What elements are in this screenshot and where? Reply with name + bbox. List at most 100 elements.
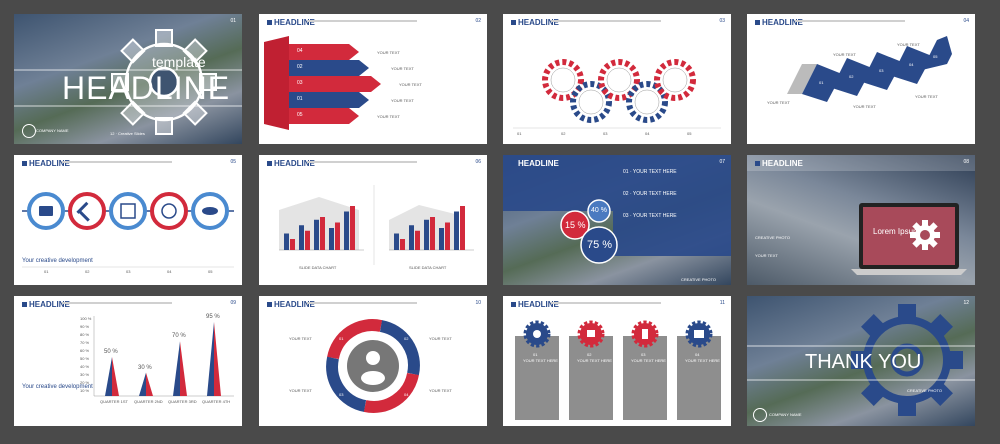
item-1: 01 · YOUR TEXT HERE <box>623 169 677 175</box>
number-label: 03 <box>126 269 131 274</box>
step-label: 02 <box>297 64 303 70</box>
page-number: 06 <box>475 159 481 165</box>
number-label: 03 <box>339 392 344 397</box>
slide-4-staircase[interactable]: HEADLINE 04 01 02 03 04 05 YOUR TEXT YOU… <box>747 14 975 144</box>
chart-peak <box>173 341 180 396</box>
slide-headline: HEADLINE <box>267 18 315 27</box>
slide-headline: HEADLINE <box>755 18 803 27</box>
chart-bar <box>454 211 459 250</box>
y-tick-label: 80 % <box>80 332 90 337</box>
chart-bar <box>445 222 450 250</box>
chart-peak <box>214 321 221 396</box>
chart-bar <box>394 233 399 250</box>
slide-headline: HEADLINE <box>511 159 559 168</box>
number-label: 02 <box>85 269 90 274</box>
number-label: 05 <box>687 131 692 136</box>
chart-peak <box>146 372 153 396</box>
number-label: 04 <box>404 392 409 397</box>
thank-you-title: THANK YOU <box>805 351 922 373</box>
slide-3-gears[interactable]: HEADLINE 03 01 02 03 04 05 <box>503 14 731 144</box>
x-tick-label: QUARTER 4TH <box>202 399 231 404</box>
page-number: 02 <box>475 18 481 24</box>
card-number: 03 <box>641 352 646 357</box>
data-label: 95 % <box>206 313 220 320</box>
step-label: 01 <box>297 96 303 102</box>
card-number: 01 <box>533 352 538 357</box>
subtitle-line <box>551 302 661 304</box>
step-label: 04 <box>297 48 303 54</box>
slide-headline: HEADLINE <box>62 70 231 106</box>
subtitle-line <box>551 20 661 22</box>
text-label: YOUR TEXT <box>399 82 422 87</box>
peak-chart <box>93 316 234 397</box>
number-label: 02 <box>561 131 566 136</box>
chart-peak <box>180 341 187 396</box>
y-tick-label: 70 % <box>80 340 90 345</box>
slide-7-photo-bubbles[interactable]: HEADLINE 07 01 · YOUR TEXT HERE 02 · YOU… <box>503 155 731 285</box>
slide-8-laptop[interactable]: HEADLINE 08 Lorem Ipsum YOUR TEXT CREATI… <box>747 155 975 285</box>
text-label: YOUR TEXT <box>289 336 312 341</box>
chart-peak <box>105 357 112 396</box>
chart-peak <box>112 357 119 396</box>
text-label: YOUR TEXT <box>853 104 876 109</box>
page-number: 05 <box>230 159 236 165</box>
pct-40: 40 % <box>591 207 607 214</box>
chart-bar <box>400 239 405 250</box>
text-label: YOUR TEXT <box>391 98 414 103</box>
y-tick-label: 50 % <box>80 356 90 361</box>
y-tick-label: 100 % <box>80 316 92 321</box>
slide-6-bar-charts[interactable]: HEADLINE 06 SLIDE DATA CHART SLIDE DATA … <box>259 155 487 285</box>
slide-headline: HEADLINE <box>22 159 70 168</box>
step-label: 01 <box>819 80 824 85</box>
chart-bar <box>430 217 435 250</box>
chart-bar <box>305 230 310 250</box>
bar-chart <box>279 185 474 265</box>
subtitle-line <box>62 302 172 304</box>
slide-12-thank-you[interactable]: THANK YOU CREATIVE PHOTO COMPANY NAME 12 <box>747 296 975 426</box>
arrow-steps-graphic <box>264 36 381 130</box>
slide-11-cards[interactable]: HEADLINE 11 01 02 03 04 YOUR TEXT HERE Y… <box>503 296 731 426</box>
slide-1-title[interactable]: template HEADLINE COMPANY NAME 12 · Crea… <box>14 14 242 144</box>
slide-10-cycle[interactable]: HEADLINE 10 01 02 03 04 YOUR TEXT YOUR T… <box>259 296 487 426</box>
number-label: 04 <box>167 269 172 274</box>
text-label: YOUR TEXT <box>377 114 400 119</box>
page-number: 10 <box>475 300 481 306</box>
step-label: 03 <box>879 68 884 73</box>
text-label: YOUR TEXT <box>755 253 778 258</box>
chart-bar <box>284 233 289 250</box>
data-label: 30 % <box>138 364 152 371</box>
chart-bar <box>439 228 444 250</box>
photo-caption: CREATIVE PHOTO <box>681 277 716 282</box>
percentage-bubbles <box>560 199 618 264</box>
cards-graphic <box>515 320 721 420</box>
y-tick-label: 30 % <box>80 372 90 377</box>
laptop-graphic <box>851 203 967 275</box>
caption: Your creative development <box>22 384 93 390</box>
slide-footer: 12 · Creative Slides <box>110 131 145 136</box>
slide-headline: HEADLINE <box>755 159 803 168</box>
photo-caption: CREATIVE PHOTO <box>907 388 942 393</box>
chart-bar <box>409 225 414 250</box>
number-label: 04 <box>645 131 650 136</box>
chart-peak <box>139 372 146 396</box>
text-label: YOUR TEXT <box>897 42 920 47</box>
slide-headline: HEADLINE <box>267 300 315 309</box>
chart-bar <box>350 206 355 250</box>
photo-caption: CREATIVE PHOTO <box>755 235 790 240</box>
step-label: 04 <box>909 62 914 67</box>
item-2: 02 · YOUR TEXT HERE <box>623 191 677 197</box>
y-tick-label: 20 % <box>80 380 90 385</box>
company-name: COMPANY NAME <box>769 412 802 417</box>
y-tick-label: 10 % <box>80 388 90 393</box>
y-tick-label: 40 % <box>80 364 90 369</box>
gear-icon <box>14 29 242 135</box>
laptop-title: Lorem Ipsum <box>873 227 920 236</box>
pct-75: 75 % <box>587 239 613 251</box>
subtitle-line <box>307 20 417 22</box>
slide-5-circles[interactable]: HEADLINE 05 Your creative development 01… <box>14 155 242 285</box>
slide-9-peak-chart[interactable]: HEADLINE 09 Your creative development 50… <box>14 296 242 426</box>
slide-headline: HEADLINE <box>511 300 559 309</box>
slide-2-arrows[interactable]: HEADLINE 02 04 02 03 01 05 YOUR TEXT YOU… <box>259 14 487 144</box>
chart-bar <box>320 217 325 250</box>
x-tick-label: QUARTER 1ST <box>100 399 128 404</box>
